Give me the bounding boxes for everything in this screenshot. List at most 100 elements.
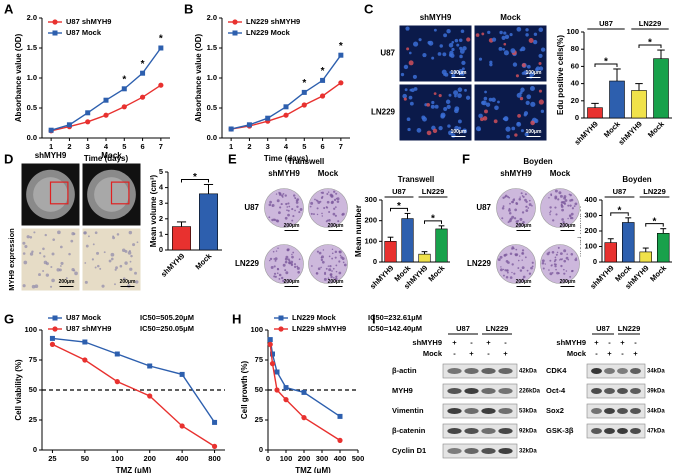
- cell-dot: [502, 268, 505, 271]
- cell-nucleus: [443, 33, 448, 38]
- cell-dot: [322, 249, 325, 251]
- x-tick-label: shMYH9: [588, 263, 615, 290]
- cell-dot: [326, 192, 329, 195]
- cell-dot: [325, 206, 328, 208]
- cell-dot: [136, 241, 139, 244]
- marker: [121, 86, 127, 92]
- cell-dot: [544, 263, 546, 265]
- condition-label: shMYH9: [412, 338, 442, 347]
- cell-dot: [269, 200, 272, 204]
- cell-dot: [45, 273, 50, 277]
- cell-dot: [111, 257, 114, 261]
- panel-letter: D: [4, 151, 13, 166]
- cell-dot: [42, 270, 45, 273]
- cell-nucleus: [462, 46, 467, 51]
- cell-dot: [542, 267, 545, 270]
- cell-dot: [531, 265, 534, 268]
- cell-dot: [335, 264, 338, 267]
- group-label: LN229: [618, 324, 641, 333]
- cell-nucleus: [505, 126, 511, 132]
- cell-dot: [34, 284, 39, 289]
- scale-bar-label: 200μm: [560, 223, 576, 229]
- cell-dot: [526, 269, 529, 272]
- cell-dot: [519, 269, 523, 272]
- cell-nucleus: [453, 70, 457, 74]
- x-tick-label: 100: [280, 454, 293, 463]
- cell-dot: [284, 216, 288, 220]
- tumor-box: [49, 181, 69, 205]
- scale-bar-label: 200μm: [560, 279, 576, 285]
- cell-nucleus: [478, 113, 483, 119]
- cell-dot: [292, 251, 295, 254]
- cell-dot: [293, 194, 296, 197]
- cell-dot: [541, 261, 545, 265]
- row-label: U87: [476, 203, 491, 212]
- band-label: Sox2: [546, 406, 564, 415]
- band: [591, 388, 602, 394]
- marker: [49, 335, 55, 341]
- y-tick-label: 0.0: [27, 133, 37, 142]
- cell-nucleus: [533, 32, 538, 36]
- cell-dot: [342, 261, 345, 264]
- cell-dot: [94, 231, 98, 235]
- marker: [66, 122, 72, 128]
- significance: *: [302, 78, 306, 89]
- legend-label: LN229 Mock: [246, 28, 291, 37]
- cell-nucleus: [491, 97, 496, 103]
- cell-dot: [499, 255, 503, 259]
- cell-dot: [282, 279, 285, 283]
- condition-sign: +: [620, 338, 625, 347]
- group-label: LN229: [422, 187, 445, 196]
- cell-nucleus: [494, 105, 499, 111]
- cell-nucleus: [521, 71, 525, 75]
- cell-dot: [513, 198, 515, 200]
- cell-dot: [563, 272, 566, 275]
- bar: [384, 241, 397, 263]
- cell-dot: [554, 265, 557, 268]
- band-size: 226kDa: [519, 389, 541, 395]
- cell-dot: [73, 232, 76, 236]
- y-tick-label: 50: [255, 385, 263, 394]
- significance-bracket: [594, 63, 618, 67]
- scale-bar-label: 200μm: [516, 223, 532, 229]
- cell-dot: [44, 233, 47, 237]
- cell-dot: [321, 215, 324, 217]
- marker: [103, 112, 109, 118]
- cell-dot: [565, 270, 568, 272]
- cell-dot: [92, 243, 95, 246]
- cell-nucleus: [403, 64, 409, 70]
- condition-sign: -: [595, 349, 598, 358]
- cell-dot: [550, 194, 553, 197]
- y-tick-label: 100: [364, 236, 377, 245]
- column-label: shMYH9: [35, 151, 67, 160]
- marker: [158, 82, 164, 88]
- cell-dot: [31, 284, 36, 289]
- band: [617, 408, 628, 414]
- band: [604, 368, 615, 374]
- cell-dot: [316, 213, 319, 216]
- cell-dot: [569, 193, 572, 197]
- cell-dot: [519, 196, 521, 198]
- x-axis-label: Time (days): [264, 154, 309, 163]
- cell-dot: [103, 251, 106, 254]
- condition-sign: -: [453, 349, 456, 358]
- cell-dot: [506, 269, 509, 272]
- cell-dot: [341, 213, 344, 216]
- cell-dot: [51, 252, 55, 256]
- cell-nucleus: [529, 71, 535, 77]
- cell-dot: [298, 211, 301, 214]
- cell-nucleus: [456, 43, 460, 47]
- scale-bar-label: 100μm: [451, 70, 467, 76]
- marker: [274, 369, 280, 375]
- cell-nucleus: [488, 97, 493, 102]
- band: [481, 368, 496, 374]
- chart-title: Boyden: [622, 175, 651, 184]
- cell-dot: [521, 249, 525, 252]
- band-label: β-catenin: [392, 426, 426, 435]
- cell-dot: [325, 267, 328, 270]
- cell-dot: [328, 268, 332, 272]
- y-tick-label: 80: [571, 44, 579, 53]
- marker: [267, 341, 273, 347]
- cell-dot: [108, 259, 112, 263]
- cell-nucleus: [483, 96, 488, 101]
